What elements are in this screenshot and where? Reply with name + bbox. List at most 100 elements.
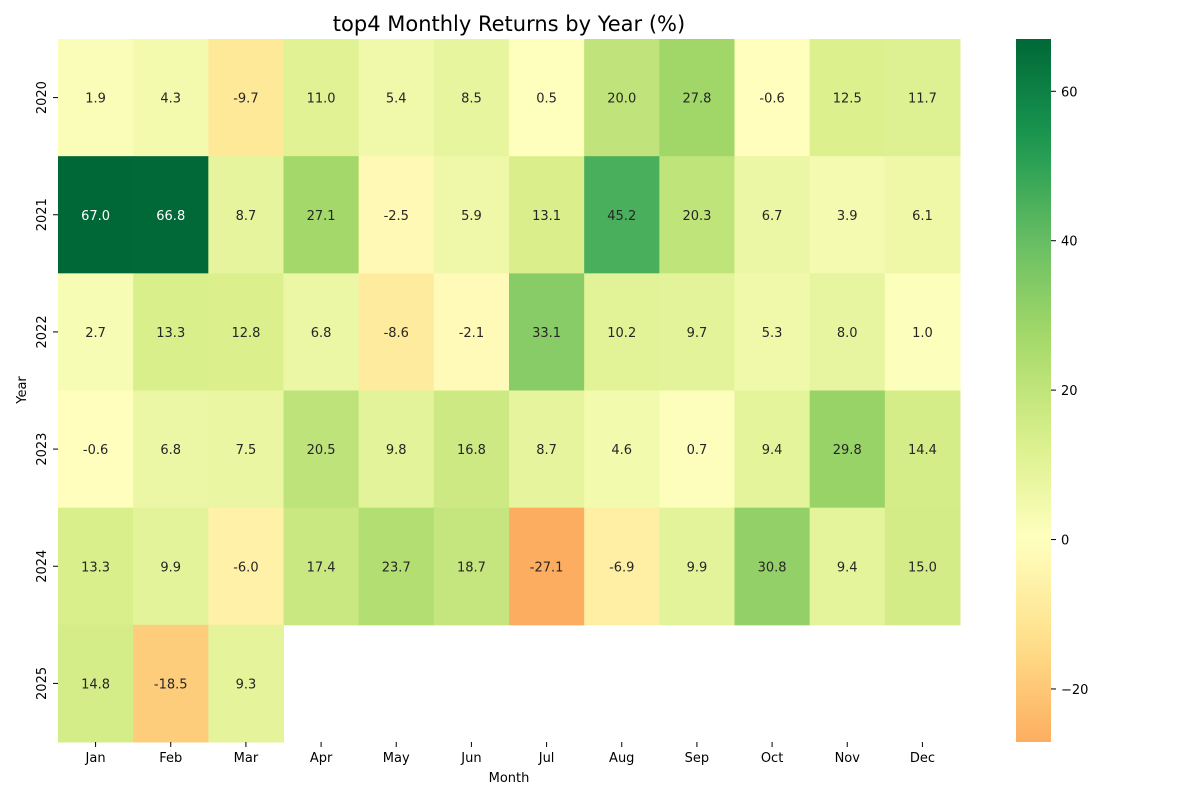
heatmap-cell: [133, 624, 209, 743]
colorbar-tick-label: 40: [1061, 235, 1078, 250]
heatmap-cell: [283, 507, 360, 626]
heatmap-cell: [133, 156, 209, 274]
heatmap-cell: [58, 390, 134, 509]
heatmap-cell: [734, 390, 811, 509]
cell-value-label: 27.1: [307, 209, 336, 224]
heatmap-cell: [584, 507, 660, 626]
cell-value-label: 8.7: [236, 209, 257, 224]
heatmap-cell: [809, 39, 886, 157]
x-tick-label: Feb: [159, 751, 182, 766]
cell-value-label: 11.0: [307, 92, 336, 107]
cell-value-label: 16.8: [457, 443, 486, 458]
cell-value-label: 14.4: [908, 443, 937, 458]
cell-value-label: 5.9: [461, 209, 482, 224]
heatmap-cell: [584, 390, 660, 509]
cell-value-label: 1.9: [85, 92, 106, 107]
cell-value-label: 15.0: [908, 560, 937, 575]
heatmap-cell: [659, 273, 735, 391]
x-tick-label: Mar: [234, 751, 259, 766]
cell-value-label: -2.1: [459, 326, 484, 341]
x-tick-label: Jun: [460, 751, 481, 766]
cell-value-label: 23.7: [382, 560, 411, 575]
cell-value-label: -0.6: [83, 443, 108, 458]
heatmap-cell: [433, 156, 510, 274]
cell-value-label: 6.8: [160, 443, 181, 458]
heatmap-cell: [358, 39, 435, 157]
heatmap-cell: [283, 273, 360, 391]
heatmap-cell: [133, 390, 209, 509]
heatmap-cell: [809, 156, 886, 274]
chart-title: top4 Monthly Returns by Year (%): [333, 12, 685, 36]
heatmap-cell: [58, 156, 134, 274]
cell-value-label: 4.6: [611, 443, 632, 458]
cell-value-label: 30.8: [758, 560, 787, 575]
cell-value-label: 3.9: [837, 209, 858, 224]
cell-value-label: 9.9: [687, 560, 708, 575]
y-tick-label: 2020: [35, 81, 50, 114]
heatmap-cell: [509, 507, 585, 626]
cell-value-label: 66.8: [156, 209, 185, 224]
heatmap-cell: [884, 39, 961, 157]
heatmap-cell: [208, 390, 284, 509]
y-axis: 2020 2021 2022 2023 2024 2025: [35, 81, 58, 700]
heatmap-cell: [584, 273, 660, 391]
heatmap-cell: [659, 390, 735, 509]
colorbar-tick-label: −20: [1061, 683, 1088, 698]
cell-value-label: 9.4: [762, 443, 783, 458]
cell-value-label: -27.1: [530, 560, 564, 575]
cell-value-label: 17.4: [307, 560, 336, 575]
x-tick-label: Sep: [685, 751, 710, 766]
heatmap-cell: [809, 507, 886, 626]
heatmap-cell: [208, 507, 284, 626]
x-tick-label: Apr: [310, 751, 333, 766]
y-axis-label: Year: [15, 376, 30, 405]
colorbar-gradient: [1016, 39, 1051, 742]
y-tick-label: 2022: [35, 315, 50, 348]
cell-value-label: 4.3: [160, 92, 181, 107]
cell-value-label: 6.8: [311, 326, 332, 341]
colorbar-tick-label: 20: [1061, 384, 1078, 399]
cell-value-label: 12.8: [231, 326, 260, 341]
heatmap-cell: [58, 273, 134, 391]
heatmap-cell: [208, 273, 284, 391]
x-axis-label: Month: [489, 771, 530, 786]
cell-value-label: 7.5: [236, 443, 257, 458]
heatmap-cell: [809, 273, 886, 391]
cell-value-label: 6.7: [762, 209, 783, 224]
heatmap-cell: [509, 390, 585, 509]
x-tick-label: Dec: [910, 751, 935, 766]
cell-value-label: -8.6: [384, 326, 409, 341]
cell-value-label: 33.1: [532, 326, 561, 341]
cell-value-label: 13.3: [156, 326, 185, 341]
colorbar: −20 0 20 40 60: [1016, 39, 1088, 742]
heatmap-cell: [509, 273, 585, 391]
cell-value-label: 14.8: [81, 677, 110, 692]
heatmap-cell: [208, 39, 284, 157]
cell-value-label: 9.3: [236, 677, 257, 692]
cell-value-label: 20.0: [607, 92, 636, 107]
y-tick-label: 2023: [35, 433, 50, 466]
x-tick-label: Jan: [85, 751, 106, 766]
cell-value-label: 0.7: [687, 443, 708, 458]
heatmap-cell: [208, 156, 284, 274]
cell-value-label: 18.7: [457, 560, 486, 575]
heatmap-cell: [509, 39, 585, 157]
cell-value-label: -2.5: [384, 209, 409, 224]
cell-value-label: 6.1: [912, 209, 933, 224]
cell-value-label: 2.7: [85, 326, 106, 341]
cell-value-label: 8.5: [461, 92, 482, 107]
heatmap-cell: [584, 39, 660, 157]
heatmap-cell: [433, 39, 510, 157]
cell-value-label: 0.5: [536, 92, 557, 107]
heatmap-cell: [734, 156, 811, 274]
x-tick-label: Nov: [835, 751, 861, 766]
heatmap-cell: [433, 390, 510, 509]
y-tick-label: 2025: [35, 667, 50, 700]
heatmap-cell: [58, 507, 134, 626]
x-tick-label: Jul: [538, 751, 555, 766]
heatmap-cell: [133, 507, 209, 626]
cell-value-label: -6.0: [233, 560, 258, 575]
heatmap-cell: [58, 39, 134, 157]
cell-value-label: 13.1: [532, 209, 561, 224]
cell-value-label: 8.7: [536, 443, 557, 458]
